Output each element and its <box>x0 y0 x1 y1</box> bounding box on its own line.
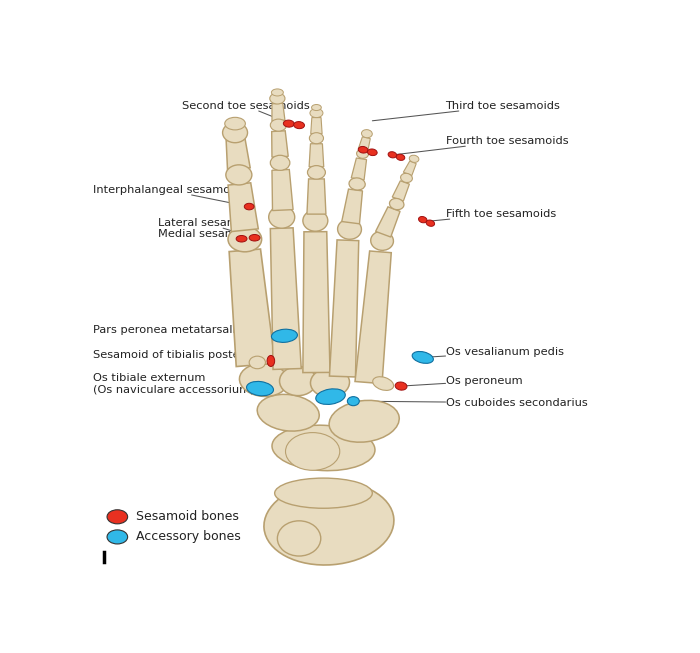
Ellipse shape <box>294 121 304 129</box>
Polygon shape <box>355 251 391 383</box>
Polygon shape <box>303 232 330 373</box>
Ellipse shape <box>269 206 295 228</box>
Polygon shape <box>376 207 400 237</box>
Polygon shape <box>272 103 285 121</box>
Ellipse shape <box>107 530 127 544</box>
Polygon shape <box>392 181 410 201</box>
Ellipse shape <box>274 478 372 508</box>
Polygon shape <box>228 183 258 232</box>
Ellipse shape <box>264 482 394 565</box>
Ellipse shape <box>270 155 290 170</box>
Ellipse shape <box>279 366 316 396</box>
Ellipse shape <box>410 155 419 163</box>
Text: Pars peronea metatarsalis I: Pars peronea metatarsalis I <box>93 325 280 336</box>
Text: Interphalangeal sesamoid: Interphalangeal sesamoid <box>93 185 246 206</box>
Text: Sesamoid of tibialis posterior: Sesamoid of tibialis posterior <box>93 350 268 360</box>
Ellipse shape <box>284 120 294 127</box>
Ellipse shape <box>272 425 375 471</box>
Ellipse shape <box>389 199 404 210</box>
Text: Medial sesamoid: Medial sesamoid <box>158 229 253 239</box>
Polygon shape <box>351 158 367 180</box>
Ellipse shape <box>249 356 265 369</box>
Ellipse shape <box>347 396 359 406</box>
Ellipse shape <box>277 521 321 556</box>
Ellipse shape <box>388 151 397 158</box>
Ellipse shape <box>246 381 274 396</box>
Ellipse shape <box>226 165 252 185</box>
Polygon shape <box>342 189 363 224</box>
Ellipse shape <box>303 210 328 231</box>
Ellipse shape <box>309 133 323 144</box>
Polygon shape <box>272 170 293 210</box>
Ellipse shape <box>311 368 349 397</box>
Text: Os tibiale externum
(Os naviculare accessorium): Os tibiale externum (Os naviculare acces… <box>93 373 257 394</box>
Polygon shape <box>307 179 326 214</box>
Ellipse shape <box>257 394 319 431</box>
Text: Third toe sesamoids: Third toe sesamoids <box>372 101 561 121</box>
Ellipse shape <box>310 108 323 118</box>
Text: Lateral sesamoid: Lateral sesamoid <box>158 218 256 237</box>
Ellipse shape <box>312 104 321 110</box>
Ellipse shape <box>371 231 393 250</box>
Ellipse shape <box>361 130 372 138</box>
Ellipse shape <box>356 150 368 158</box>
Ellipse shape <box>249 234 260 241</box>
Polygon shape <box>309 144 324 167</box>
Ellipse shape <box>228 227 262 252</box>
Ellipse shape <box>239 364 288 396</box>
Text: Os cuboides secondarius: Os cuboides secondarius <box>356 398 587 407</box>
Ellipse shape <box>329 400 399 442</box>
Text: Fourth toe sesamoids: Fourth toe sesamoids <box>397 136 568 155</box>
Ellipse shape <box>267 355 274 366</box>
Ellipse shape <box>396 154 405 161</box>
Ellipse shape <box>400 173 412 183</box>
Ellipse shape <box>419 217 427 223</box>
Ellipse shape <box>270 93 285 104</box>
Polygon shape <box>272 131 288 157</box>
Ellipse shape <box>272 89 284 96</box>
Text: Accessory bones: Accessory bones <box>136 530 241 543</box>
Ellipse shape <box>236 236 247 242</box>
Ellipse shape <box>412 351 433 363</box>
Polygon shape <box>270 228 301 370</box>
Ellipse shape <box>337 219 361 239</box>
Ellipse shape <box>368 149 377 155</box>
Text: Os vesalianum pedis: Os vesalianum pedis <box>426 347 564 357</box>
Ellipse shape <box>395 382 407 390</box>
Polygon shape <box>229 249 275 366</box>
Polygon shape <box>226 139 250 170</box>
Ellipse shape <box>426 220 435 227</box>
Ellipse shape <box>307 166 326 179</box>
Ellipse shape <box>349 178 365 190</box>
Ellipse shape <box>358 146 368 153</box>
Polygon shape <box>311 118 322 134</box>
Ellipse shape <box>286 432 340 470</box>
Ellipse shape <box>372 377 393 390</box>
Ellipse shape <box>272 329 298 342</box>
Ellipse shape <box>316 389 345 404</box>
Polygon shape <box>403 161 416 176</box>
Polygon shape <box>330 240 358 377</box>
Ellipse shape <box>107 510 127 524</box>
Ellipse shape <box>223 123 248 143</box>
Ellipse shape <box>225 118 246 130</box>
Text: Second toe sesamoids: Second toe sesamoids <box>183 101 310 123</box>
Ellipse shape <box>244 203 254 210</box>
Polygon shape <box>358 136 370 151</box>
Ellipse shape <box>270 119 286 131</box>
Text: Os peroneum: Os peroneum <box>404 376 522 386</box>
Text: Sesamoid bones: Sesamoid bones <box>136 510 239 523</box>
Text: Fifth toe sesamoids: Fifth toe sesamoids <box>426 209 556 221</box>
